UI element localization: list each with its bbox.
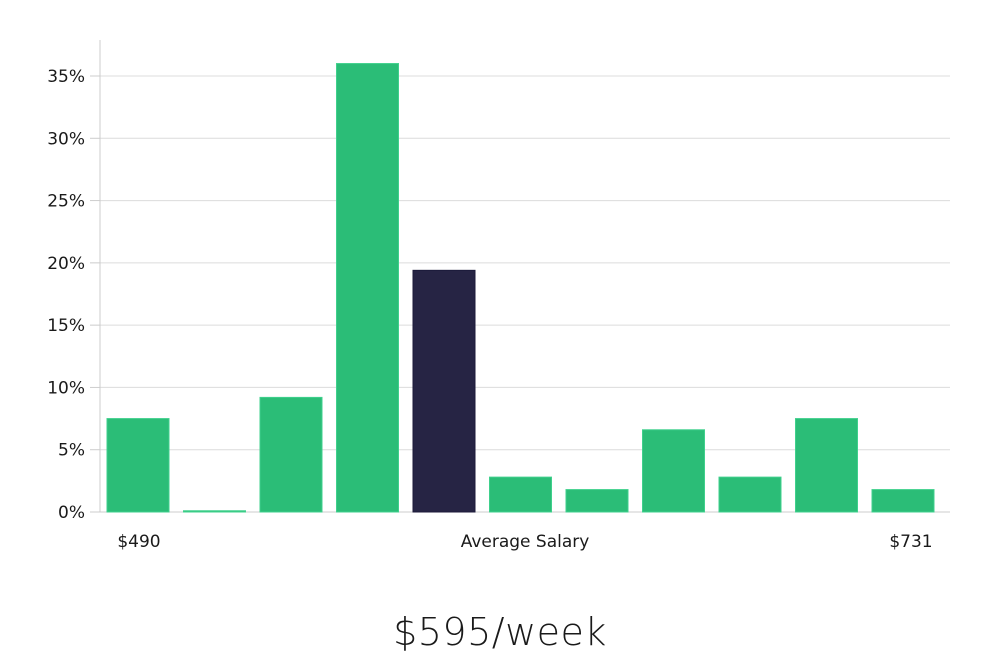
y-tick-label: 20% bbox=[47, 254, 85, 274]
bar bbox=[259, 396, 323, 513]
y-axis-ticks: 0% 5% 10% 15% 20% 25% 30% 35% bbox=[47, 67, 100, 523]
x-axis-title: Average Salary bbox=[461, 532, 590, 552]
x-max-label: $731 bbox=[889, 532, 932, 552]
y-tick-label: 30% bbox=[47, 129, 85, 149]
bar-highlighted bbox=[412, 269, 476, 513]
average-salary-headline: $595/week bbox=[393, 610, 607, 654]
bar bbox=[642, 429, 705, 513]
salary-histogram: 0% 5% 10% 15% 20% 25% 30% 35% $490 Average Sala… bbox=[47, 40, 950, 552]
y-tick-label: 5% bbox=[58, 441, 85, 461]
bar bbox=[489, 476, 552, 513]
y-tick-label: 15% bbox=[47, 316, 85, 336]
y-tick-label: 35% bbox=[47, 67, 85, 87]
y-tick-label: 10% bbox=[47, 378, 85, 398]
y-tick-label: 0% bbox=[58, 503, 85, 523]
bars bbox=[106, 63, 935, 513]
x-min-label: $490 bbox=[117, 532, 160, 552]
bar bbox=[183, 510, 246, 513]
bar bbox=[565, 489, 629, 513]
y-tick-label: 25% bbox=[47, 192, 85, 212]
bar bbox=[795, 418, 858, 513]
bar bbox=[336, 63, 399, 513]
bar bbox=[718, 476, 782, 513]
bar bbox=[871, 489, 935, 513]
bar bbox=[106, 418, 170, 513]
gridlines bbox=[100, 75, 950, 513]
